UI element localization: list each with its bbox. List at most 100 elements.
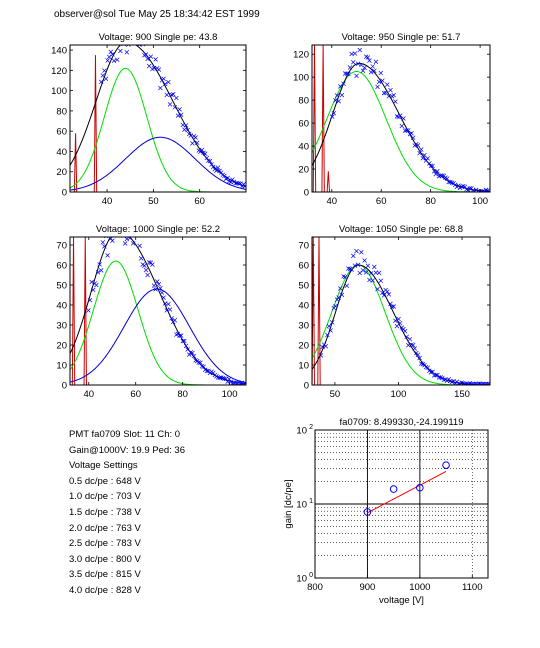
data-marker xyxy=(347,65,353,70)
data-marker xyxy=(145,272,150,278)
pedestal-peak xyxy=(312,45,317,192)
data-marker xyxy=(170,91,176,97)
y-tick-exponent: 2 xyxy=(309,424,313,431)
data-marker xyxy=(359,249,364,255)
y-tick-label: 10 xyxy=(296,426,307,437)
data-marker xyxy=(349,267,354,272)
data-marker xyxy=(124,237,130,242)
data-marker xyxy=(472,381,477,385)
data-marker xyxy=(156,282,162,287)
data-marker xyxy=(464,381,469,385)
data-marker xyxy=(146,260,152,265)
data-marker xyxy=(183,343,189,349)
data-marker xyxy=(142,263,147,269)
data-marker xyxy=(357,47,362,53)
data-marker xyxy=(352,51,358,56)
y-tick-label: 10 xyxy=(56,361,67,372)
data-marker xyxy=(346,71,351,77)
single-pe-gaussian xyxy=(312,264,490,385)
data-marker xyxy=(433,171,439,177)
data-marker xyxy=(431,168,437,174)
data-marker xyxy=(334,297,340,302)
data-marker xyxy=(441,377,447,383)
data-marker xyxy=(326,323,332,329)
data-marker xyxy=(166,79,171,85)
pedestal-peak xyxy=(317,237,321,385)
total-fit-curve xyxy=(312,62,490,192)
double-pe-gaussian xyxy=(70,136,246,191)
data-marker xyxy=(483,381,489,385)
data-marker xyxy=(97,262,102,267)
data-marker xyxy=(401,326,406,332)
data-marker xyxy=(210,164,216,170)
data-marker xyxy=(95,270,101,275)
y-tick-label: 40 xyxy=(56,301,67,312)
data-marker xyxy=(151,283,157,288)
data-marker xyxy=(207,158,213,164)
data-marker xyxy=(470,381,476,385)
data-marker xyxy=(393,99,398,104)
data-marker xyxy=(162,81,168,87)
data-marker xyxy=(323,344,329,349)
pmt-info-panel: PMT fa0709 Slot: 11 Ch: 0 Gain@1000V: 19… xyxy=(69,427,185,599)
y-tick-exponent: 0 xyxy=(309,572,313,579)
data-marker xyxy=(354,248,359,254)
data-marker xyxy=(480,381,485,385)
y-tick-label: 30 xyxy=(56,321,67,332)
axes-frame xyxy=(69,44,247,193)
data-marker xyxy=(334,93,340,98)
data-marker xyxy=(190,141,195,146)
data-marker xyxy=(346,266,351,271)
data-marker xyxy=(102,68,107,73)
data-marker xyxy=(375,84,380,90)
data-marker xyxy=(417,150,422,156)
data-marker xyxy=(89,279,94,285)
data-marker xyxy=(396,316,401,322)
data-marker xyxy=(156,67,162,72)
histogram-950v: Voltage: 950 Single pe: 51.7 40 60 80 100 0 20… xyxy=(293,32,491,207)
y-tick-label: 70 xyxy=(56,241,67,252)
gain-data-point xyxy=(416,483,424,492)
x-tick-label: 60 xyxy=(376,196,387,207)
data-marker xyxy=(351,253,356,259)
data-marker xyxy=(230,177,235,182)
data-marker xyxy=(380,78,385,83)
data-marker xyxy=(164,92,170,98)
data-marker xyxy=(143,52,149,57)
gain-data-point xyxy=(363,508,372,516)
data-marker xyxy=(355,61,361,66)
setting-line: 2.5 dc/pe : 783 V xyxy=(69,538,141,550)
data-marker xyxy=(87,297,93,303)
data-marker xyxy=(430,163,435,169)
data-marker xyxy=(435,372,440,378)
data-marker xyxy=(328,328,333,333)
data-marker xyxy=(363,270,369,275)
y-tick-label: 40 xyxy=(298,301,309,312)
x-tick-label: 800 xyxy=(307,582,323,593)
data-marker xyxy=(354,73,359,79)
data-marker xyxy=(120,25,124,29)
data-marker xyxy=(410,135,416,140)
data-marker xyxy=(384,289,390,294)
pedestal-peak xyxy=(321,45,325,192)
data-marker xyxy=(98,268,104,273)
data-marker xyxy=(417,355,422,361)
data-marker xyxy=(372,68,377,74)
data-marker xyxy=(402,328,408,334)
data-marker xyxy=(174,95,179,101)
setting-line: 2.0 dc/pe : 763 V xyxy=(69,522,141,534)
data-marker xyxy=(196,360,202,365)
data-marker xyxy=(435,168,440,174)
data-marker xyxy=(420,156,426,161)
data-marker xyxy=(137,243,142,249)
data-marker xyxy=(482,381,487,385)
data-marker xyxy=(194,140,200,145)
data-marker xyxy=(427,161,432,166)
data-marker xyxy=(368,69,374,75)
data-marker xyxy=(433,373,439,378)
data-marker xyxy=(110,238,115,243)
x-tick-label: 900 xyxy=(359,582,375,593)
data-marker xyxy=(102,244,107,249)
data-marker xyxy=(153,287,158,292)
plot-area xyxy=(70,237,246,385)
